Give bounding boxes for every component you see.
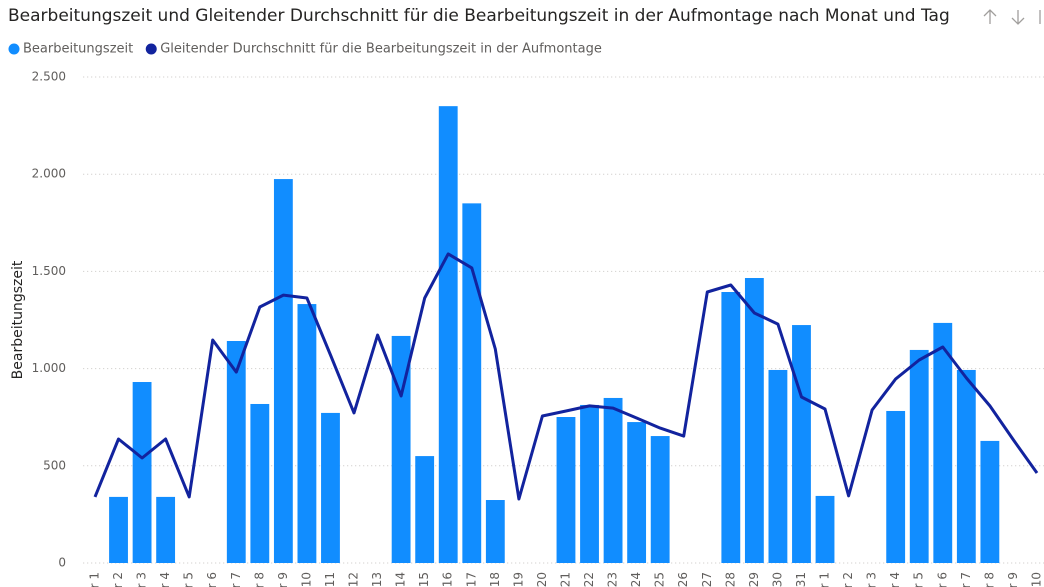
bar [980,440,1000,563]
bar [132,382,152,563]
x-tick-label: r 6 [205,572,219,587]
x-tick-label: 12 [347,572,361,587]
x-tick-label: r 7 [229,572,243,587]
x-tick-label: r 9 [1006,572,1020,587]
bar [909,349,929,563]
x-tick-label: 14 [394,572,408,587]
bar [956,369,976,563]
x-tick-label: r 5 [182,572,196,587]
bar [627,422,647,563]
bar [462,203,482,564]
x-tick-label: 15 [417,572,431,587]
x-tick-label: 21 [558,572,572,587]
x-tick-label: r 1 [818,572,832,587]
bar [933,322,953,563]
x-tick-label: 31 [794,572,808,587]
x-tick-label: 24 [629,572,643,587]
bar [297,304,317,563]
x-tick-label: r 8 [982,572,996,587]
x-tick-label: r 2 [111,572,125,587]
sort-down-icon[interactable] [1011,10,1025,25]
bar [580,404,599,563]
x-tick-label: 17 [464,572,478,587]
y-axis-title: Bearbeitungszeit [10,260,26,379]
x-tick-label: r 8 [252,572,266,587]
bar [321,412,340,563]
x-tick-label: 16 [441,572,455,587]
x-tick-label: r 4 [888,572,902,587]
header-icons[interactable] [983,9,1041,25]
bar [485,500,505,563]
bar [109,496,128,563]
x-tick-label: r 5 [912,572,926,587]
bar [250,403,270,563]
y-tick-label: 2.500 [32,70,66,84]
x-tick-label: 26 [676,572,690,587]
bar [792,325,811,563]
legend-marker [8,43,20,55]
x-tick-label: 23 [606,572,620,587]
x-tick-label: 30 [770,572,784,587]
bar [438,106,458,563]
bar [815,495,835,563]
x-tick-label: r 1 [87,572,101,587]
bar [556,417,576,563]
bar [744,278,764,563]
bar [156,496,176,563]
chart-title: Bearbeitungszeit und Gleitender Durchsch… [8,6,950,26]
x-tick-label: 10 [299,572,313,587]
y-tick-label: 1.000 [32,361,66,375]
x-tick-label: 18 [488,572,502,587]
x-tick-label: r 6 [935,572,949,587]
legend-marker [145,43,157,55]
bar [886,410,906,563]
x-tick-label: 11 [323,572,337,587]
bar [768,369,788,563]
y-tick-label: 500 [43,458,66,472]
bar [226,340,246,563]
x-tick-label: r 4 [158,572,172,587]
bar [603,397,623,563]
line [93,252,1039,501]
x-tick-label: r 9 [276,572,290,587]
x-tick-label: r 3 [135,572,149,587]
x-tick-label: 13 [370,572,384,587]
x-tick-label: 10 [1029,572,1043,587]
y-tick-label: 0 [58,556,66,570]
x-tick-label: 22 [582,572,596,587]
bar [415,456,435,563]
bar [721,292,741,563]
x-tick-label: r 2 [841,572,855,587]
y-tick-label: 2.000 [32,167,66,181]
x-tick-label: 25 [653,572,667,587]
x-tick-label: r 7 [959,572,973,587]
x-tick-label: 20 [535,572,549,587]
x-tick-label: 28 [723,572,737,587]
x-tick-label: 19 [511,572,525,587]
legend-label: Bearbeitungszeit [23,42,133,57]
bar [273,179,293,563]
x-tick-label: 27 [700,572,714,587]
sort-up-icon[interactable] [983,9,997,24]
bar [650,436,670,563]
legend-label: Gleitender Durchschnitt für die Bearbeit… [160,42,602,57]
x-tick-label: 29 [747,572,761,587]
x-tick-label: r 3 [865,572,879,587]
bar [391,335,411,563]
y-tick-label: 1.500 [32,264,66,278]
